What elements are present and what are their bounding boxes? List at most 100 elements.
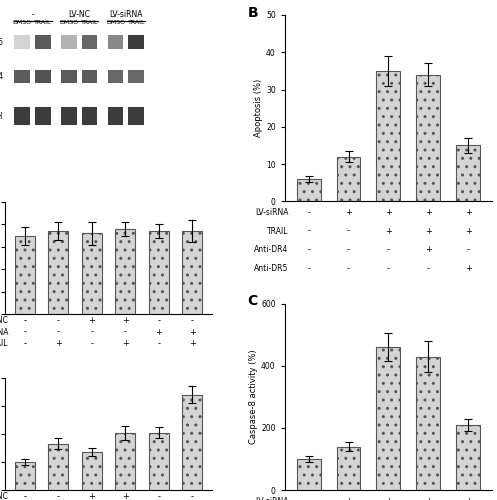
Bar bbox=[336, 156, 360, 202]
Bar bbox=[108, 108, 123, 125]
Text: +: + bbox=[465, 496, 472, 500]
Text: -: - bbox=[387, 264, 390, 273]
Bar bbox=[14, 36, 30, 49]
Text: TRAIL: TRAIL bbox=[81, 20, 98, 25]
Bar bbox=[48, 444, 69, 490]
Bar bbox=[82, 234, 102, 314]
Bar bbox=[14, 70, 30, 84]
Text: DMSO: DMSO bbox=[59, 20, 79, 25]
Text: Anti-DR5: Anti-DR5 bbox=[254, 264, 289, 273]
Text: +: + bbox=[55, 339, 62, 348]
Text: C: C bbox=[248, 294, 258, 308]
Text: -: - bbox=[90, 339, 93, 348]
Bar bbox=[15, 462, 35, 490]
Bar bbox=[182, 231, 202, 314]
Text: +: + bbox=[465, 226, 472, 235]
Text: +: + bbox=[88, 316, 95, 326]
Text: LV-siRNA: LV-siRNA bbox=[255, 496, 289, 500]
Text: +: + bbox=[189, 328, 196, 336]
Text: -: - bbox=[124, 328, 127, 336]
Text: -: - bbox=[57, 328, 60, 336]
Bar bbox=[35, 36, 51, 49]
Bar bbox=[128, 108, 144, 125]
Bar bbox=[149, 432, 169, 490]
Text: LV-NC: LV-NC bbox=[68, 10, 90, 18]
Bar bbox=[82, 108, 97, 125]
Text: -: - bbox=[347, 264, 350, 273]
Text: +: + bbox=[155, 328, 162, 336]
Text: +: + bbox=[122, 316, 129, 326]
Bar bbox=[108, 70, 123, 84]
Bar bbox=[61, 108, 77, 125]
Bar bbox=[15, 236, 35, 314]
Text: -: - bbox=[307, 264, 310, 273]
Text: LV-NC: LV-NC bbox=[0, 492, 8, 500]
Bar bbox=[35, 108, 51, 125]
Text: -: - bbox=[307, 496, 310, 500]
Text: GAPDH: GAPDH bbox=[0, 112, 3, 120]
Y-axis label: Caspase-8 activity (%): Caspase-8 activity (%) bbox=[249, 350, 258, 444]
Text: -: - bbox=[347, 226, 350, 235]
Text: -: - bbox=[191, 316, 194, 326]
Bar bbox=[61, 36, 77, 49]
Bar bbox=[82, 452, 102, 490]
Text: DMSO: DMSO bbox=[13, 20, 32, 25]
Bar bbox=[456, 146, 480, 202]
Text: -: - bbox=[23, 492, 26, 500]
Text: DMSO: DMSO bbox=[106, 20, 125, 25]
Text: B: B bbox=[248, 6, 258, 20]
Text: +: + bbox=[189, 339, 196, 348]
Text: +: + bbox=[122, 492, 129, 500]
Bar bbox=[416, 74, 440, 202]
Text: +: + bbox=[385, 208, 392, 217]
Bar bbox=[149, 231, 169, 314]
Text: +: + bbox=[465, 264, 472, 273]
Bar bbox=[82, 36, 97, 49]
Text: +: + bbox=[425, 208, 432, 217]
Bar bbox=[115, 432, 135, 490]
Bar bbox=[376, 347, 401, 490]
Text: +: + bbox=[345, 496, 352, 500]
Text: TRAIL: TRAIL bbox=[128, 20, 145, 25]
Text: -: - bbox=[387, 245, 390, 254]
Text: +: + bbox=[385, 496, 392, 500]
Text: +: + bbox=[425, 226, 432, 235]
Bar bbox=[61, 70, 77, 84]
Text: -: - bbox=[157, 339, 160, 348]
Text: -: - bbox=[23, 328, 26, 336]
Text: LV-siRNA: LV-siRNA bbox=[255, 208, 289, 217]
Bar bbox=[376, 71, 401, 202]
Bar bbox=[108, 36, 123, 49]
Bar bbox=[35, 70, 51, 84]
Bar bbox=[297, 179, 321, 202]
Text: -: - bbox=[307, 226, 310, 235]
Text: +: + bbox=[425, 245, 432, 254]
Text: +: + bbox=[425, 496, 432, 500]
Text: -: - bbox=[427, 264, 430, 273]
Text: LV-siRNA: LV-siRNA bbox=[109, 10, 143, 18]
Text: -: - bbox=[31, 10, 34, 18]
Text: +: + bbox=[465, 208, 472, 217]
Text: -: - bbox=[57, 316, 60, 326]
Text: TRAIL: TRAIL bbox=[0, 339, 8, 348]
Text: -: - bbox=[307, 245, 310, 254]
Text: -: - bbox=[57, 492, 60, 500]
Text: -: - bbox=[347, 245, 350, 254]
Text: -: - bbox=[23, 339, 26, 348]
Text: -: - bbox=[157, 492, 160, 500]
Text: -: - bbox=[467, 245, 470, 254]
Bar bbox=[336, 446, 360, 490]
Text: +: + bbox=[385, 226, 392, 235]
Y-axis label: Apoptosis (%): Apoptosis (%) bbox=[254, 79, 263, 138]
Bar bbox=[456, 425, 480, 490]
Bar bbox=[115, 229, 135, 314]
Text: -: - bbox=[90, 328, 93, 336]
Text: -: - bbox=[307, 208, 310, 217]
Text: +: + bbox=[345, 208, 352, 217]
Bar bbox=[297, 459, 321, 490]
Text: -: - bbox=[23, 316, 26, 326]
Bar bbox=[128, 36, 144, 49]
Text: -: - bbox=[157, 316, 160, 326]
Text: +: + bbox=[122, 339, 129, 348]
Bar bbox=[48, 231, 69, 314]
